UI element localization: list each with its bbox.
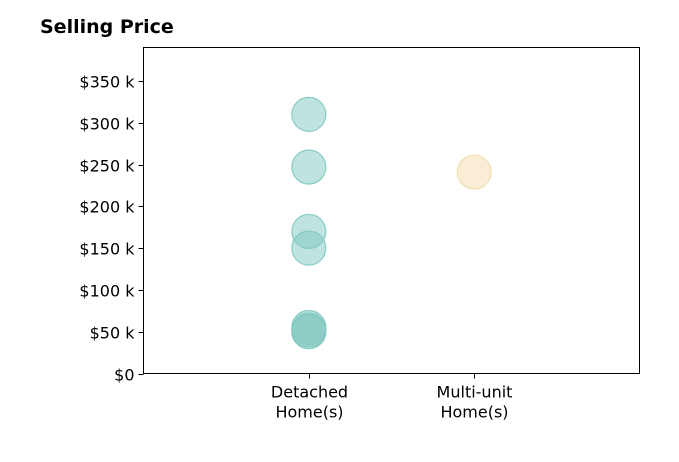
y-tick-label: $100 k [79, 282, 135, 301]
data-point [291, 149, 327, 185]
x-axis: Detached Home(s)Multi-unit Home(s) [271, 373, 513, 422]
y-tick-label: $350 k [79, 73, 135, 92]
data-point [291, 230, 327, 266]
data-point [291, 314, 327, 350]
y-tick-label: $0 [114, 366, 134, 385]
x-tick-label-line: Home(s) [440, 403, 508, 422]
y-tick-label: $150 k [79, 240, 135, 259]
y-tick-label: $50 k [90, 324, 136, 343]
plot-frame [143, 47, 640, 374]
y-tick-label: $250 k [79, 157, 135, 176]
y-tick-label: $200 k [79, 198, 135, 217]
x-tick-label-line: Multi-unit [437, 383, 513, 402]
y-tick-label: $300 k [79, 115, 135, 134]
data-point [456, 154, 492, 190]
x-tick-label-line: Detached [271, 383, 348, 402]
x-tick-label-line: Home(s) [275, 403, 343, 422]
chart-title: Selling Price [40, 16, 174, 38]
x-tick-label: Multi-unit Home(s) [437, 383, 513, 422]
data-point [291, 96, 327, 132]
data-points [291, 96, 492, 350]
y-axis: $0 $50 k $100 k $150 k $200 k $250 k $300 k $35… [79, 73, 144, 385]
x-tick-label: Detached Home(s) [271, 383, 348, 422]
